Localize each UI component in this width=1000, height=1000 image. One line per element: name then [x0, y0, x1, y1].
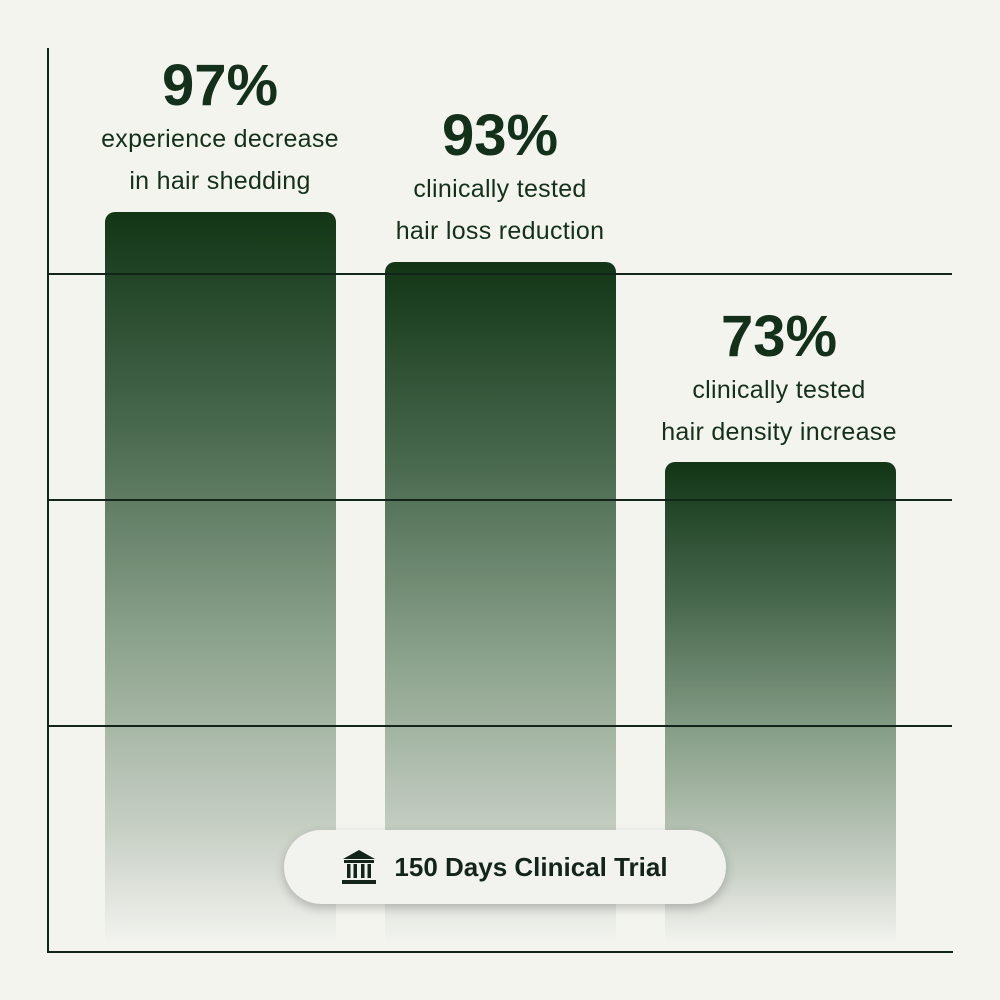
desc-line: in hair shedding: [129, 167, 311, 195]
data-label: 73%: [720, 304, 838, 369]
bar-label-3: 73% clinically tested hair density incre…: [629, 305, 929, 453]
bar-2: [385, 262, 616, 942]
desc-line: clinically tested: [692, 376, 866, 404]
x-axis: [47, 951, 953, 953]
data-label: 97%: [161, 53, 279, 118]
bar-label-2: 93% clinically tested hair loss reductio…: [350, 104, 650, 252]
bank-icon: [342, 850, 377, 884]
gridline: [48, 273, 952, 275]
desc-line: clinically tested: [413, 175, 587, 203]
gridline: [48, 725, 952, 727]
desc-line: experience decrease: [101, 125, 339, 153]
bar-label-1: 97% experience decrease in hair shedding: [70, 54, 370, 202]
desc-line: hair density increase: [661, 418, 897, 446]
data-label: 93%: [441, 103, 559, 168]
clinical-trial-badge: 150 Days Clinical Trial: [284, 830, 726, 904]
desc-line: hair loss reduction: [395, 217, 605, 245]
bar-1: [105, 212, 336, 942]
gridline: [48, 499, 952, 501]
badge-label: 150 Days Clinical Trial: [394, 851, 668, 882]
